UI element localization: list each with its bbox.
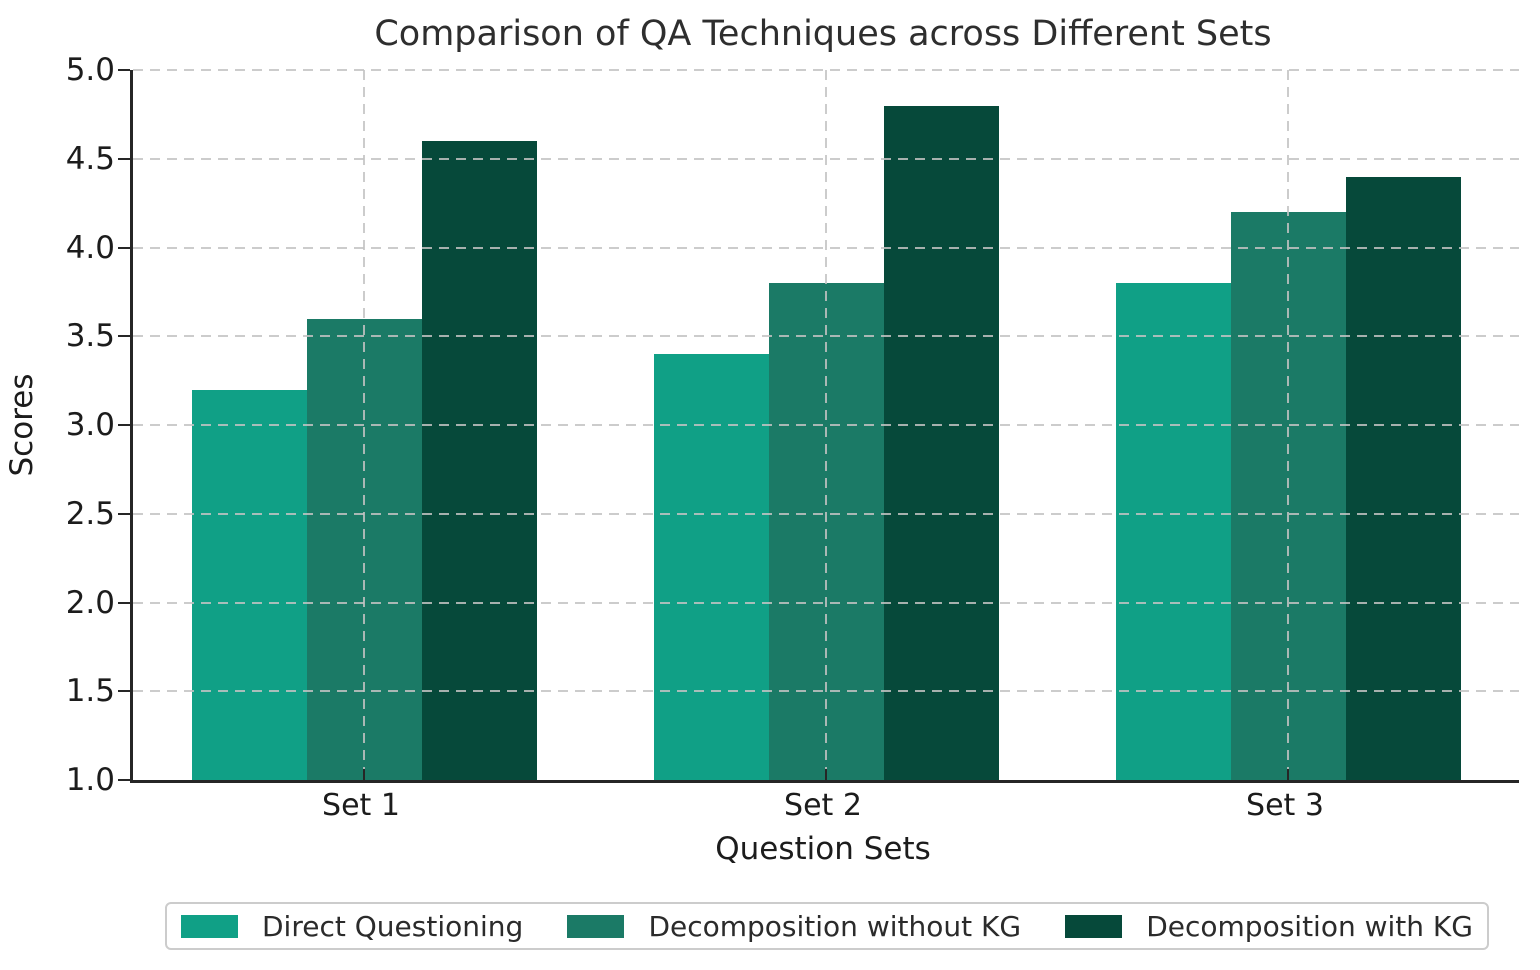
legend-item: Direct Questioning: [181, 910, 523, 943]
x-tick-mark: [1287, 769, 1289, 780]
y-tick-mark: [118, 335, 130, 338]
bar-decomposition-without-kg: [306, 318, 422, 780]
x-tick-mark: [363, 769, 365, 780]
bar-decomposition-with-kg: [421, 141, 537, 780]
bar-direct-questioning: [191, 389, 307, 780]
y-tick-mark: [118, 157, 130, 160]
x-tick-label: Set 2: [784, 788, 862, 823]
bar-direct-questioning: [1115, 283, 1231, 780]
legend-swatch: [181, 914, 238, 938]
bar-decomposition-with-kg: [1345, 176, 1461, 780]
y-tick-label: 1.0: [65, 762, 115, 798]
y-tick-label: 2.5: [65, 495, 115, 532]
x-tick-label: Set 3: [1246, 788, 1324, 823]
y-tick-label: 4.0: [65, 229, 115, 266]
y-tick-mark: [118, 246, 130, 249]
y-tick-label: 3.5: [65, 318, 115, 355]
legend-swatch: [1065, 914, 1123, 938]
bar-decomposition-with-kg: [883, 105, 999, 780]
x-axis-label: Question Sets: [715, 831, 931, 867]
legend-label: Decomposition without KG: [648, 909, 1022, 943]
legend-item: Decomposition without KG: [567, 910, 1021, 943]
y-tick-label: 5.0: [65, 52, 115, 88]
plot-area: [118, 69, 1519, 783]
chart-title: Comparison of QA Techniques across Diffe…: [374, 14, 1272, 54]
y-tick-mark: [118, 69, 130, 71]
y-tick-label: 1.5: [65, 673, 115, 710]
x-tick-mark: [825, 769, 827, 780]
legend-swatch: [567, 914, 625, 938]
y-tick-mark: [118, 601, 130, 604]
legend-item: Decomposition with KG: [1065, 910, 1473, 943]
y-tick-mark: [118, 424, 130, 426]
y-tick-label: 3.0: [65, 407, 115, 443]
y-tick-mark: [118, 512, 130, 515]
legend-label: Decomposition with KG: [1146, 909, 1473, 943]
x-tick-label: Set 1: [322, 788, 400, 823]
bar-direct-questioning: [653, 354, 769, 780]
y-tick-label: 4.5: [65, 140, 115, 177]
y-gridline: [133, 69, 1519, 71]
legend: Direct Questioning Decomposition without …: [165, 902, 1489, 950]
y-tick-mark: [118, 690, 130, 693]
bar-decomposition-without-kg: [1230, 212, 1346, 780]
y-tick-label: 2.0: [65, 584, 115, 621]
y-gridline: [133, 157, 1519, 160]
bar-decomposition-without-kg: [768, 283, 884, 780]
legend-label: Direct Questioning: [262, 909, 524, 943]
y-tick-mark: [118, 779, 130, 781]
